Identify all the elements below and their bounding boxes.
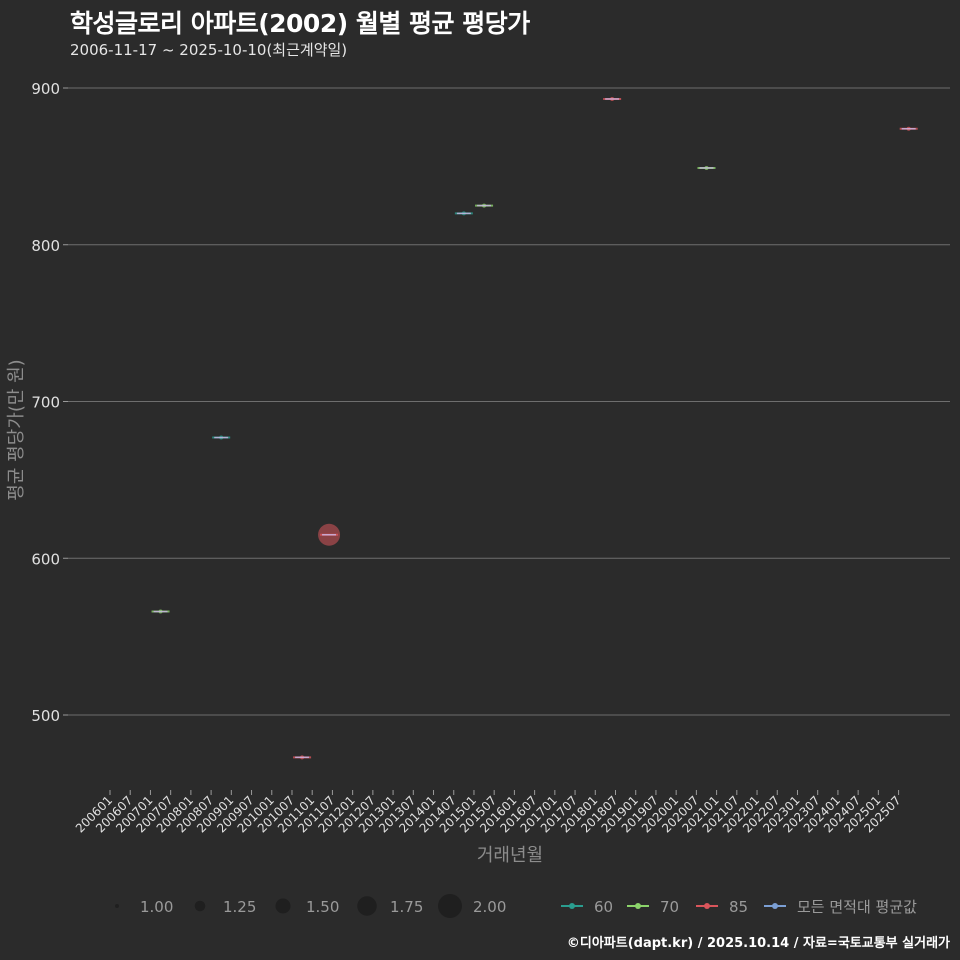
color-legend-label: 70	[660, 898, 679, 916]
chart-title: 학성글로리 아파트(2002) 월별 평균 평당가	[70, 9, 530, 38]
chart-subtitle: 2006-11-17 ~ 2025-10-10(최근계약일)	[70, 41, 348, 59]
y-axis-label: 평균 평당가(만 원)	[6, 359, 27, 500]
color-legend: 60 70 85 모든 면적대 평균값	[561, 898, 917, 916]
y-gridlines	[68, 87, 950, 716]
footer-credit: ©디아파트(dapt.kr) / 2025.10.14 / 자료=국토교통부 실…	[566, 936, 950, 951]
color-legend-label: 60	[594, 898, 613, 916]
y-tick-label: 700	[31, 394, 60, 412]
size-legend: 1.00 1.25 1.50 1.75 2.00	[115, 894, 506, 918]
color-legend-label: 85	[729, 898, 748, 916]
y-axis: 500 600 700 800 900	[31, 80, 68, 725]
y-tick-label: 900	[31, 80, 60, 98]
size-legend-symbol	[194, 900, 206, 912]
size-legend-label: 1.75	[390, 898, 423, 916]
size-legend-label: 1.25	[223, 898, 256, 916]
x-axis-label: 거래년월	[477, 845, 543, 866]
color-legend-label: 모든 면적대 평균값	[797, 898, 917, 916]
size-legend-symbol	[438, 894, 462, 918]
y-tick-label: 500	[31, 707, 60, 725]
size-legend-symbol	[275, 898, 291, 914]
size-legend-label: 2.00	[473, 898, 506, 916]
size-legend-label: 1.50	[306, 898, 339, 916]
y-tick-label: 800	[31, 237, 60, 255]
size-legend-symbol	[357, 896, 377, 916]
data-points	[151, 96, 918, 760]
size-legend-symbol	[115, 904, 119, 908]
y-tick-label: 600	[31, 550, 60, 568]
size-legend-label: 1.00	[140, 898, 173, 916]
x-axis: 2006012006072007012007072008012008072009…	[73, 790, 904, 836]
